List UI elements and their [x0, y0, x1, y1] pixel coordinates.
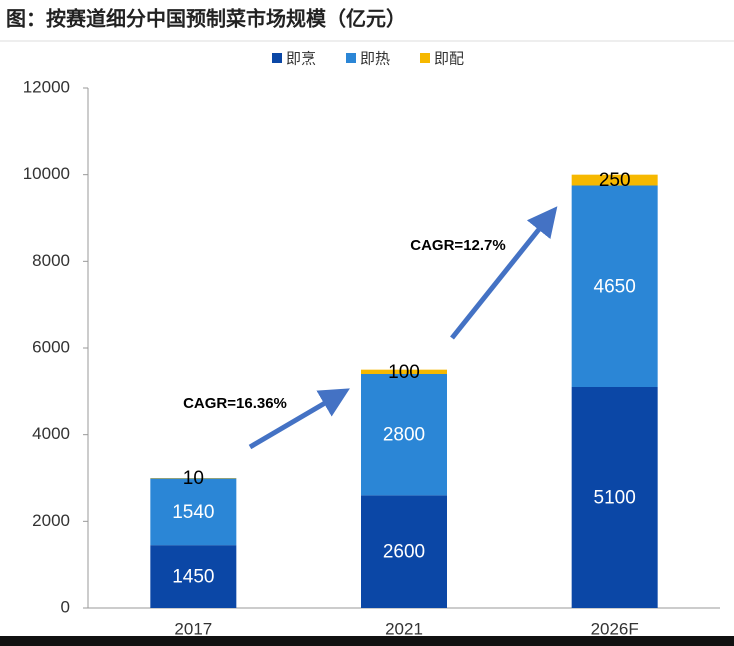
bar-segment: [150, 545, 237, 608]
legend-swatch: [346, 53, 356, 63]
y-tick-label: 4000: [32, 424, 70, 443]
bar-segment: [571, 185, 658, 387]
bottom-bar: [0, 636, 734, 646]
y-tick-label: 8000: [32, 251, 70, 270]
growth-arrow: [248, 388, 350, 450]
annotation: CAGR=16.36%: [183, 395, 287, 412]
bar-segment: [361, 369, 447, 374]
bar-segment: [571, 174, 658, 186]
y-tick-label: 12000: [23, 77, 70, 96]
legend-swatch: [420, 53, 430, 63]
legend-label: 即热: [360, 50, 390, 68]
y-tick-label: 0: [61, 597, 70, 616]
data-label: 100: [388, 362, 420, 383]
data-label: 2800: [383, 425, 425, 446]
legend-label: 即烹: [286, 50, 316, 68]
x-tick-label: 2026F: [591, 619, 639, 638]
bar-segment: [571, 387, 658, 608]
bar-segment: [361, 374, 447, 496]
data-label: 5100: [594, 488, 636, 509]
y-tick-label: 6000: [32, 337, 70, 356]
data-label: 2600: [383, 542, 425, 563]
bar-segment: [150, 478, 237, 546]
growth-arrow: [450, 206, 558, 340]
data-label: 1450: [172, 567, 214, 588]
data-label: 1540: [172, 502, 214, 523]
annotation: CAGR=12.7%: [410, 237, 505, 254]
data-label: 10: [183, 468, 204, 489]
x-tick-label: 2017: [174, 619, 212, 638]
chart-title: 图：按赛道细分中国预制菜市场规模（亿元）: [6, 7, 406, 31]
y-tick-label: 2000: [32, 511, 70, 530]
data-label: 4650: [594, 276, 636, 297]
data-label: 250: [599, 170, 631, 191]
legend-label: 即配: [434, 50, 464, 68]
legend-swatch: [272, 53, 282, 63]
bar-segment: [361, 495, 447, 608]
x-tick-label: 2021: [385, 619, 423, 638]
y-tick-label: 10000: [23, 164, 70, 183]
